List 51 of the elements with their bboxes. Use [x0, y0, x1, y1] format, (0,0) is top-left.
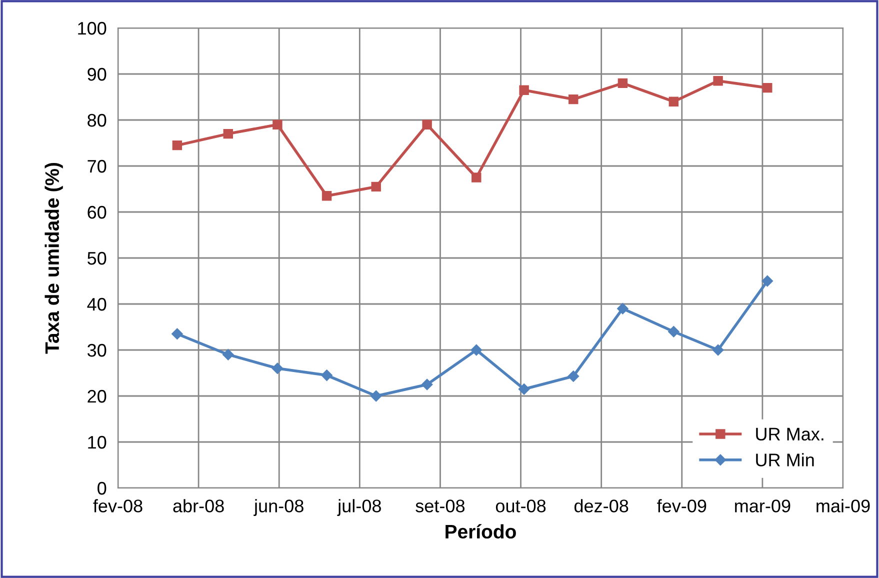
x-tick-label: dez-08 — [574, 499, 628, 512]
point — [762, 275, 773, 287]
point — [370, 390, 382, 402]
x-tick-label: mar-09 — [735, 500, 790, 512]
point — [172, 328, 183, 340]
point — [222, 348, 234, 360]
legend-label: UR Min — [756, 453, 814, 466]
y-axis-title: Taxa de umidade (%) — [44, 162, 63, 354]
y-tick-label: 50 — [88, 252, 106, 265]
point — [223, 128, 234, 139]
legend-label: UR Max. — [756, 428, 824, 441]
point — [172, 140, 182, 150]
y-tick-label: 80 — [88, 114, 106, 127]
y-tick-label: 70 — [88, 160, 106, 173]
y-tick-label: 10 — [88, 436, 106, 449]
point — [422, 120, 432, 130]
x-tick-label: abr-08 — [173, 499, 224, 512]
y-tick-label: 20 — [88, 390, 106, 403]
point — [322, 191, 332, 201]
x-axis-title: Período — [446, 524, 516, 539]
point — [421, 378, 433, 390]
y-tick-label: 90 — [88, 68, 106, 81]
point — [371, 182, 381, 192]
x-tick-label: fev-08 — [93, 499, 142, 512]
x-tick-label: set-08 — [416, 500, 465, 512]
x-tick-label: out-08 — [496, 500, 546, 512]
point — [712, 344, 724, 356]
point — [617, 302, 628, 314]
point — [321, 370, 332, 381]
point — [272, 120, 282, 130]
point — [519, 85, 529, 95]
point — [762, 82, 772, 93]
point — [618, 78, 628, 88]
y-tick-label: 100 — [78, 22, 106, 35]
point — [713, 76, 723, 86]
x-tick-label: jul-08 — [337, 499, 381, 516]
point — [470, 344, 482, 356]
point — [518, 383, 530, 395]
point — [668, 96, 679, 106]
y-tick-label: 30 — [87, 344, 106, 357]
y-tick-label: 60 — [88, 206, 106, 219]
x-tick-label: mai-09 — [816, 499, 870, 512]
y-tick-label: 40 — [87, 298, 106, 311]
y-tick-label: 0 — [98, 482, 106, 495]
point — [568, 370, 579, 382]
point — [668, 326, 680, 338]
x-tick-label: jun-08 — [254, 499, 304, 516]
point — [472, 172, 482, 182]
point — [568, 94, 578, 104]
point — [272, 362, 284, 374]
x-tick-label: fev-09 — [657, 499, 706, 512]
